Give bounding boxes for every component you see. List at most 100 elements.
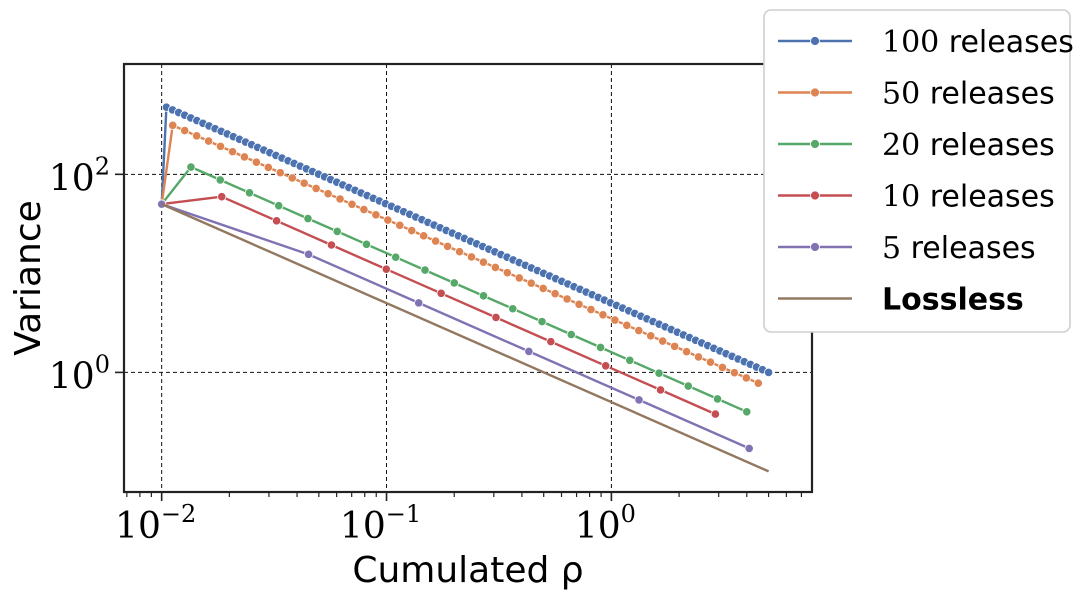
- data-point: [335, 194, 345, 204]
- data-point: [303, 249, 314, 259]
- data-point: [347, 199, 357, 209]
- data-point: [566, 329, 576, 340]
- data-point: [239, 152, 250, 162]
- data-point: [251, 157, 261, 167]
- data-point: [414, 298, 424, 308]
- legend-label: Lossless: [882, 283, 1024, 318]
- data-point: [454, 247, 465, 257]
- data-point: [681, 347, 692, 357]
- legend-label: 10 releases: [882, 180, 1055, 215]
- data-point: [717, 362, 728, 373]
- data-point: [742, 407, 752, 417]
- data-point: [537, 317, 547, 327]
- data-point: [217, 192, 227, 202]
- data-point: [180, 125, 190, 136]
- grid: [124, 64, 812, 492]
- data-point: [508, 304, 518, 314]
- data-point: [610, 315, 620, 325]
- series-line: [161, 203, 770, 473]
- legend-label: 100 releases: [882, 25, 1074, 60]
- data-point: [693, 352, 704, 362]
- data-point: [655, 385, 666, 395]
- data-point: [562, 294, 572, 304]
- data-point: [466, 252, 477, 262]
- data-point: [526, 278, 536, 288]
- legend-swatch-marker: [810, 190, 820, 201]
- data-point: [646, 331, 656, 341]
- data-point: [299, 178, 309, 188]
- legend: 100 releases 50 releases 20 releases 10 rel…: [763, 9, 1074, 333]
- legend-label: 20 releases: [882, 128, 1055, 163]
- data-point: [710, 409, 720, 419]
- data-point: [601, 361, 611, 371]
- data-point: [359, 204, 369, 215]
- data-point: [705, 357, 716, 367]
- data-point: [287, 173, 297, 183]
- axis-ticks: 10−2 10−1 100 100 102: [49, 152, 803, 547]
- data-point: [763, 367, 774, 378]
- data-point: [215, 175, 225, 185]
- data-point: [524, 346, 534, 356]
- data-point: [478, 257, 489, 267]
- data-point: [203, 136, 214, 146]
- x-axis-title: Cumulated ρ: [352, 550, 583, 591]
- x-tick-label: 100: [575, 500, 636, 547]
- data-point: [227, 147, 238, 157]
- data-point: [431, 236, 441, 246]
- data-point: [244, 188, 255, 198]
- data-point: [546, 337, 556, 347]
- data-point: [407, 225, 417, 236]
- data-point: [729, 368, 739, 378]
- data-point: [744, 443, 754, 454]
- data-point: [586, 304, 596, 315]
- data-point: [634, 395, 644, 405]
- series-line: [161, 202, 750, 450]
- data-point: [658, 336, 668, 346]
- x-tick-label: 10−1: [340, 500, 421, 547]
- data-point: [361, 239, 372, 249]
- data-point: [274, 201, 284, 211]
- y-tick-label: 102: [49, 152, 110, 199]
- data-point: [311, 183, 321, 194]
- data-point: [192, 131, 202, 141]
- plot-frame: [122, 62, 814, 494]
- data-point: [449, 278, 459, 288]
- data-point: [381, 264, 391, 274]
- data-point: [332, 226, 342, 237]
- data-point: [753, 378, 763, 388]
- data-point: [420, 265, 430, 275]
- data-point: [395, 220, 405, 230]
- data-point: [622, 320, 632, 330]
- data-point: [625, 355, 635, 365]
- data-point: [391, 252, 401, 262]
- data-point: [574, 299, 584, 309]
- data-point: [303, 213, 313, 224]
- data-point: [263, 162, 273, 173]
- legend-label: 5 releases: [882, 231, 1036, 266]
- data-point: [215, 141, 226, 151]
- legend-swatch-marker: [810, 242, 820, 252]
- x-tick-label: 10−2: [115, 500, 196, 547]
- data-point: [419, 231, 429, 241]
- legend-swatch-marker: [810, 87, 820, 98]
- data-point: [502, 268, 512, 278]
- data-point: [383, 215, 393, 225]
- legend-label: 50 releases: [882, 77, 1055, 112]
- data-point: [442, 241, 453, 251]
- legend-swatch-marker: [810, 139, 820, 149]
- data-point: [741, 373, 751, 383]
- data-point: [478, 291, 489, 301]
- data-point: [436, 288, 446, 298]
- data-point: [371, 210, 381, 220]
- y-axis-title: Variance: [8, 200, 49, 356]
- data-point: [326, 240, 337, 250]
- series-group: [157, 102, 774, 473]
- data-point: [168, 120, 178, 130]
- y-tick-label: 100: [49, 350, 110, 397]
- data-point: [654, 368, 664, 378]
- data-point: [683, 381, 693, 391]
- data-point: [598, 310, 608, 320]
- legend-swatch-marker: [810, 36, 820, 46]
- data-point: [670, 341, 680, 351]
